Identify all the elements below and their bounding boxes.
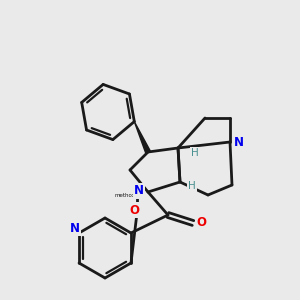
Text: N: N [70,221,80,235]
Text: H: H [188,181,196,191]
Text: O: O [196,217,206,230]
Text: methoxy: methoxy [115,193,139,197]
Text: N: N [234,136,244,148]
Text: H: H [191,148,199,158]
Text: H: H [188,181,196,191]
Text: O: O [129,203,139,217]
Text: N: N [134,184,144,197]
Text: N: N [134,184,144,197]
Text: O: O [196,217,206,230]
Text: O: O [129,203,139,217]
Text: H: H [191,148,199,158]
Text: N: N [70,221,80,235]
Text: N: N [234,136,244,148]
Polygon shape [134,122,150,153]
